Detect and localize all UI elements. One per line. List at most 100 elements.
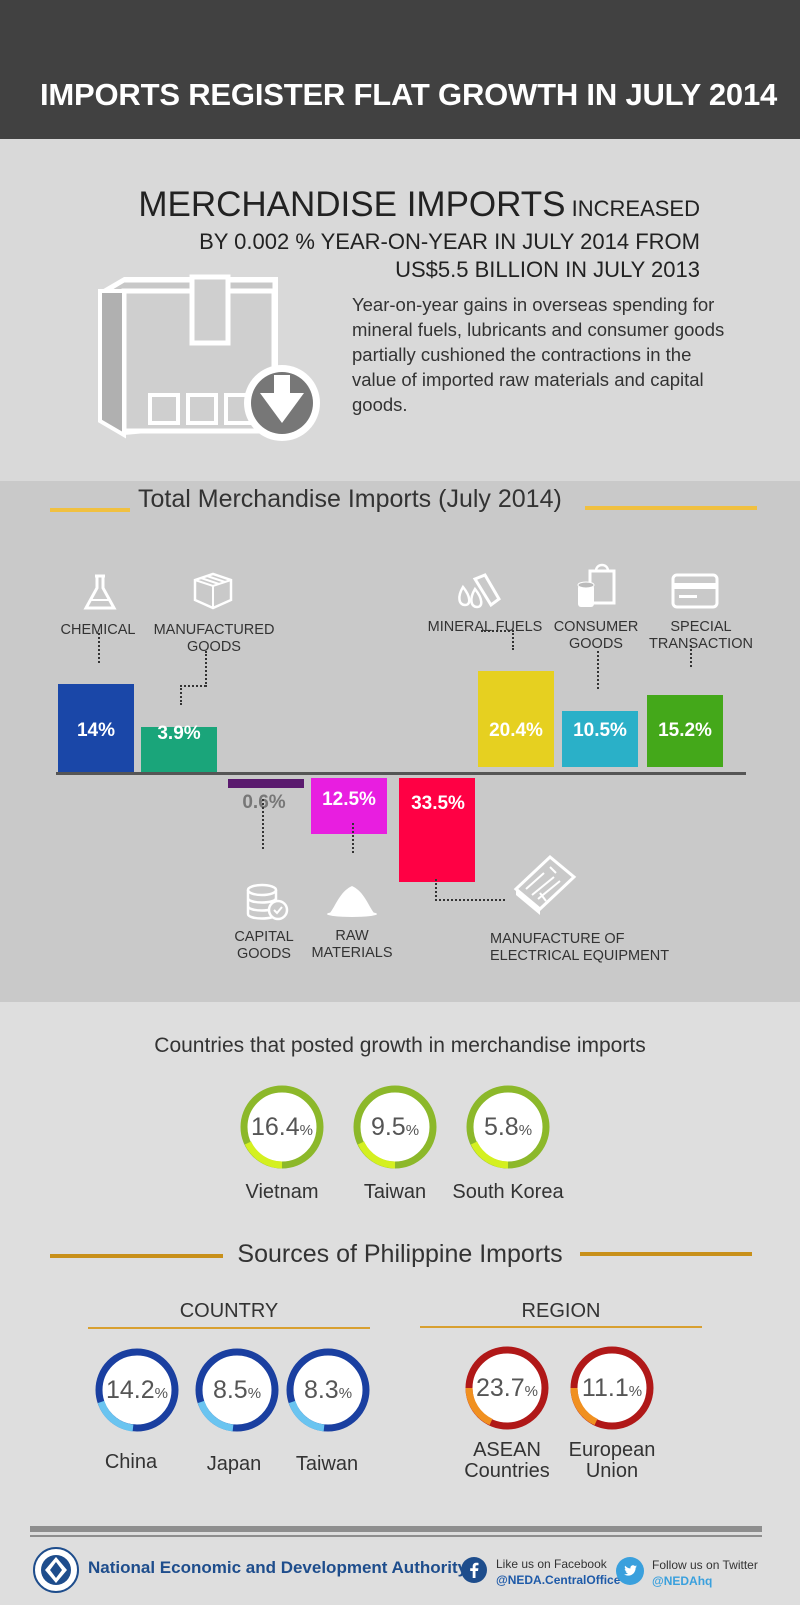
ring-taiwan <box>353 1085 437 1169</box>
growth-value-vietnam: 16.4 <box>250 1112 300 1141</box>
ring-vietnam <box>240 1085 324 1169</box>
ring-china <box>95 1348 179 1432</box>
source-value-eu: 11.1 <box>581 1373 629 1402</box>
intro-body: Year-on-year gains in overseas spending … <box>352 294 725 415</box>
growth-name-vietnam: Vietnam <box>245 1181 319 1203</box>
cube-stack-icon <box>193 572 233 610</box>
connector-manufactured-b <box>180 685 206 687</box>
twitter-line1: Follow us on Twitter <box>652 1558 758 1572</box>
value-raw-materials: 12.5% <box>322 789 376 810</box>
circuit-chip-icon <box>513 854 577 915</box>
connector-raw <box>352 823 354 853</box>
shopping-bag-icon <box>577 563 616 607</box>
growth-value-south-korea: 5.8 <box>483 1112 519 1141</box>
value-mineral-fuels: 20.4% <box>489 720 543 741</box>
title-rule-right <box>585 506 757 510</box>
facebook-icon[interactable] <box>461 1557 487 1583</box>
connector-electrical-a <box>435 879 437 901</box>
flask-icon <box>83 574 117 610</box>
ring-eu <box>570 1346 654 1430</box>
page-title: IMPORTS REGISTER FLAT GROWTH IN JULY 201… <box>40 77 778 112</box>
growth-ring-taiwan: 9.5% <box>351 1083 439 1171</box>
sources-title: Sources of Philippine Imports <box>237 1240 563 1268</box>
facebook-link[interactable]: Like us on Facebook @NEDA.CentralOffice <box>496 1556 620 1588</box>
label-special-transaction: SPECIAL TRANSACTION <box>649 619 753 653</box>
value-consumer-goods: 10.5% <box>573 720 627 741</box>
source-name-asean-l1: ASEAN <box>473 1439 541 1461</box>
footer-rule-thick <box>30 1526 762 1532</box>
label-chemical: CHEMICAL <box>60 622 136 638</box>
country-underline <box>88 1327 370 1329</box>
countries-section: Countries that posted growth in merchand… <box>0 1002 800 1605</box>
value-manufactured-goods: 3.9% <box>157 723 201 744</box>
facebook-line1: Like us on Facebook <box>496 1557 607 1571</box>
growth-unit-vietnam: % <box>299 1121 313 1139</box>
zero-axis <box>56 772 746 775</box>
bar-special-transaction <box>647 695 723 767</box>
credit-card-icon <box>671 573 719 609</box>
connector-manufactured-c <box>180 685 182 705</box>
growth-unit-south-korea: % <box>518 1121 533 1139</box>
source-unit-taiwan: % <box>338 1384 353 1402</box>
growth-title: Countries that posted growth in merchand… <box>154 1034 646 1057</box>
source-name-eu-l2: Union <box>585 1460 639 1482</box>
source-name-asean: ASEAN Countries <box>447 1440 567 1482</box>
headline-line1: INCREASED <box>565 196 700 221</box>
connector-special <box>690 645 692 667</box>
headline-line2: BY 0.002 % YEAR-ON-YEAR IN JULY 2014 FRO… <box>199 228 700 254</box>
source-name-japan: Japan <box>206 1453 262 1475</box>
value-capital-goods: 0.6% <box>242 792 286 813</box>
headline-line3: US$5.5 BILLION IN JULY 2013 <box>395 256 700 282</box>
label-capital-goods: CAPITAL GOODS <box>234 929 294 963</box>
title-rule-left <box>50 508 130 512</box>
twitter-link[interactable]: Follow us on Twitter @NEDAhq <box>652 1557 758 1589</box>
connector-fuels-a <box>481 630 514 632</box>
ring-asean <box>465 1346 549 1430</box>
connector-consumer <box>597 651 599 689</box>
source-unit-china: % <box>154 1384 168 1402</box>
bar-capital-goods <box>228 779 304 788</box>
source-ring-asean: 23.7% <box>463 1344 551 1432</box>
connector-fuels-b <box>512 630 514 650</box>
value-electrical-equipment: 33.5% <box>411 793 465 814</box>
region-underline <box>420 1326 702 1328</box>
source-value-china: 14.2 <box>105 1375 155 1404</box>
growth-ring-vietnam: 16.4% <box>238 1083 326 1171</box>
headline-emphasis: MERCHANDISE IMPORTS <box>138 185 566 224</box>
value-chemical: 14% <box>76 720 116 741</box>
growth-ring-south-korea: 5.8% <box>464 1083 552 1171</box>
ring-taiwan-source <box>286 1348 370 1432</box>
source-value-japan: 8.5 <box>212 1375 248 1404</box>
fuel-nozzle-icon <box>458 573 501 609</box>
label-electrical-equipment: MANUFACTURE OF ELECTRICAL EQUIPMENT <box>490 931 670 965</box>
box-download-icon <box>98 274 320 441</box>
coin-stack-icon <box>246 883 289 921</box>
source-name-eu: European Union <box>552 1440 672 1482</box>
connector-electrical-b <box>435 899 505 901</box>
source-ring-japan: 8.5% <box>193 1346 281 1434</box>
intro-section: MERCHANDISE IMPORTS INCREASED BY 0.002 %… <box>0 139 800 481</box>
sources-rule-right <box>580 1252 752 1256</box>
source-value-asean: 23.7 <box>475 1373 525 1402</box>
bar-raw-materials <box>311 778 387 834</box>
connector-capital <box>262 799 264 849</box>
source-ring-china: 14.2% <box>93 1346 181 1434</box>
growth-name-taiwan: Taiwan <box>363 1181 427 1203</box>
growth-value-taiwan: 9.5 <box>370 1112 406 1141</box>
ring-south-korea <box>466 1085 550 1169</box>
source-name-asean-l2: Countries <box>464 1460 550 1482</box>
header-banner: IMPORTS REGISTER FLAT GROWTH IN JULY 201… <box>0 0 800 139</box>
imports-chart-title: Total Merchandise Imports (July 2014) <box>138 485 562 513</box>
source-name-eu-l1: European <box>568 1439 656 1461</box>
label-mineral-fuels: MINERAL FUELS <box>427 619 543 635</box>
intro-headline: MERCHANDISE IMPORTS INCREASED BY 0.002 %… <box>60 183 700 284</box>
twitter-handle: @NEDAhq <box>652 1574 713 1589</box>
country-heading: COUNTRY <box>179 1300 279 1322</box>
source-unit-eu: % <box>628 1382 643 1400</box>
source-unit-japan: % <box>247 1384 262 1402</box>
growth-unit-taiwan: % <box>405 1121 420 1139</box>
bar-chemical <box>58 684 134 772</box>
twitter-icon[interactable] <box>616 1557 644 1585</box>
connector-manufactured-a <box>205 651 207 687</box>
source-ring-taiwan: 8.3% <box>284 1346 372 1434</box>
